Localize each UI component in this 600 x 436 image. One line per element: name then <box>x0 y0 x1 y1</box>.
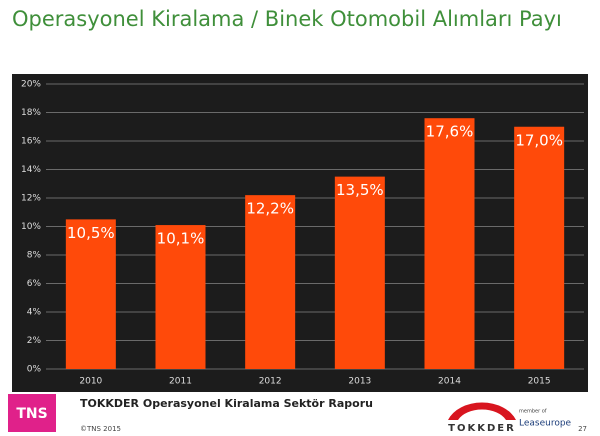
y-tick-label: 12% <box>21 194 41 204</box>
y-tick-label: 14% <box>21 165 41 175</box>
x-tick-label: 2015 <box>528 377 551 387</box>
x-tick-label: 2010 <box>79 377 102 387</box>
tokkder-arc <box>448 402 516 420</box>
value-label: 12,2% <box>246 200 294 218</box>
value-label: 17,6% <box>426 123 474 141</box>
tokkder-logo: TOKKDER <box>448 423 516 434</box>
bar <box>245 195 296 369</box>
page-number: 27 <box>578 425 587 433</box>
tns-logo <box>8 394 56 432</box>
y-tick-label: 16% <box>21 137 41 147</box>
x-tick-label: 2014 <box>438 377 461 387</box>
y-tick-label: 2% <box>27 336 42 346</box>
y-tick-label: 10% <box>21 222 41 232</box>
footer-report: TOKKDER Operasyonel Kiralama Sektör Rapo… <box>80 397 373 410</box>
chart-title: Operasyonel Kiralama / Binek Otomobil Al… <box>12 7 562 31</box>
bar <box>65 219 116 369</box>
tns-logo-text: TNS <box>16 406 47 422</box>
value-label: 13,5% <box>336 181 384 199</box>
value-label: 10,5% <box>67 224 115 242</box>
member-of: member of <box>519 409 547 415</box>
footer-copyright: ©TNS 2015 <box>80 425 121 433</box>
y-tick-label: 8% <box>27 251 42 261</box>
y-tick-label: 20% <box>21 80 41 90</box>
y-tick-label: 6% <box>27 279 42 289</box>
y-tick-label: 18% <box>21 108 41 118</box>
bar <box>334 176 385 369</box>
value-label: 17,0% <box>515 131 563 149</box>
bar <box>424 118 475 369</box>
y-tick-label: 0% <box>27 365 42 375</box>
bar <box>514 126 565 369</box>
x-tick-label: 2012 <box>259 377 282 387</box>
leaseurope-logo: Leaseurope <box>519 419 572 429</box>
x-tick-label: 2013 <box>348 377 371 387</box>
y-tick-label: 4% <box>27 308 42 318</box>
x-tick-label: 2011 <box>169 377 192 387</box>
value-label: 10,1% <box>157 230 205 248</box>
bar <box>155 225 206 369</box>
